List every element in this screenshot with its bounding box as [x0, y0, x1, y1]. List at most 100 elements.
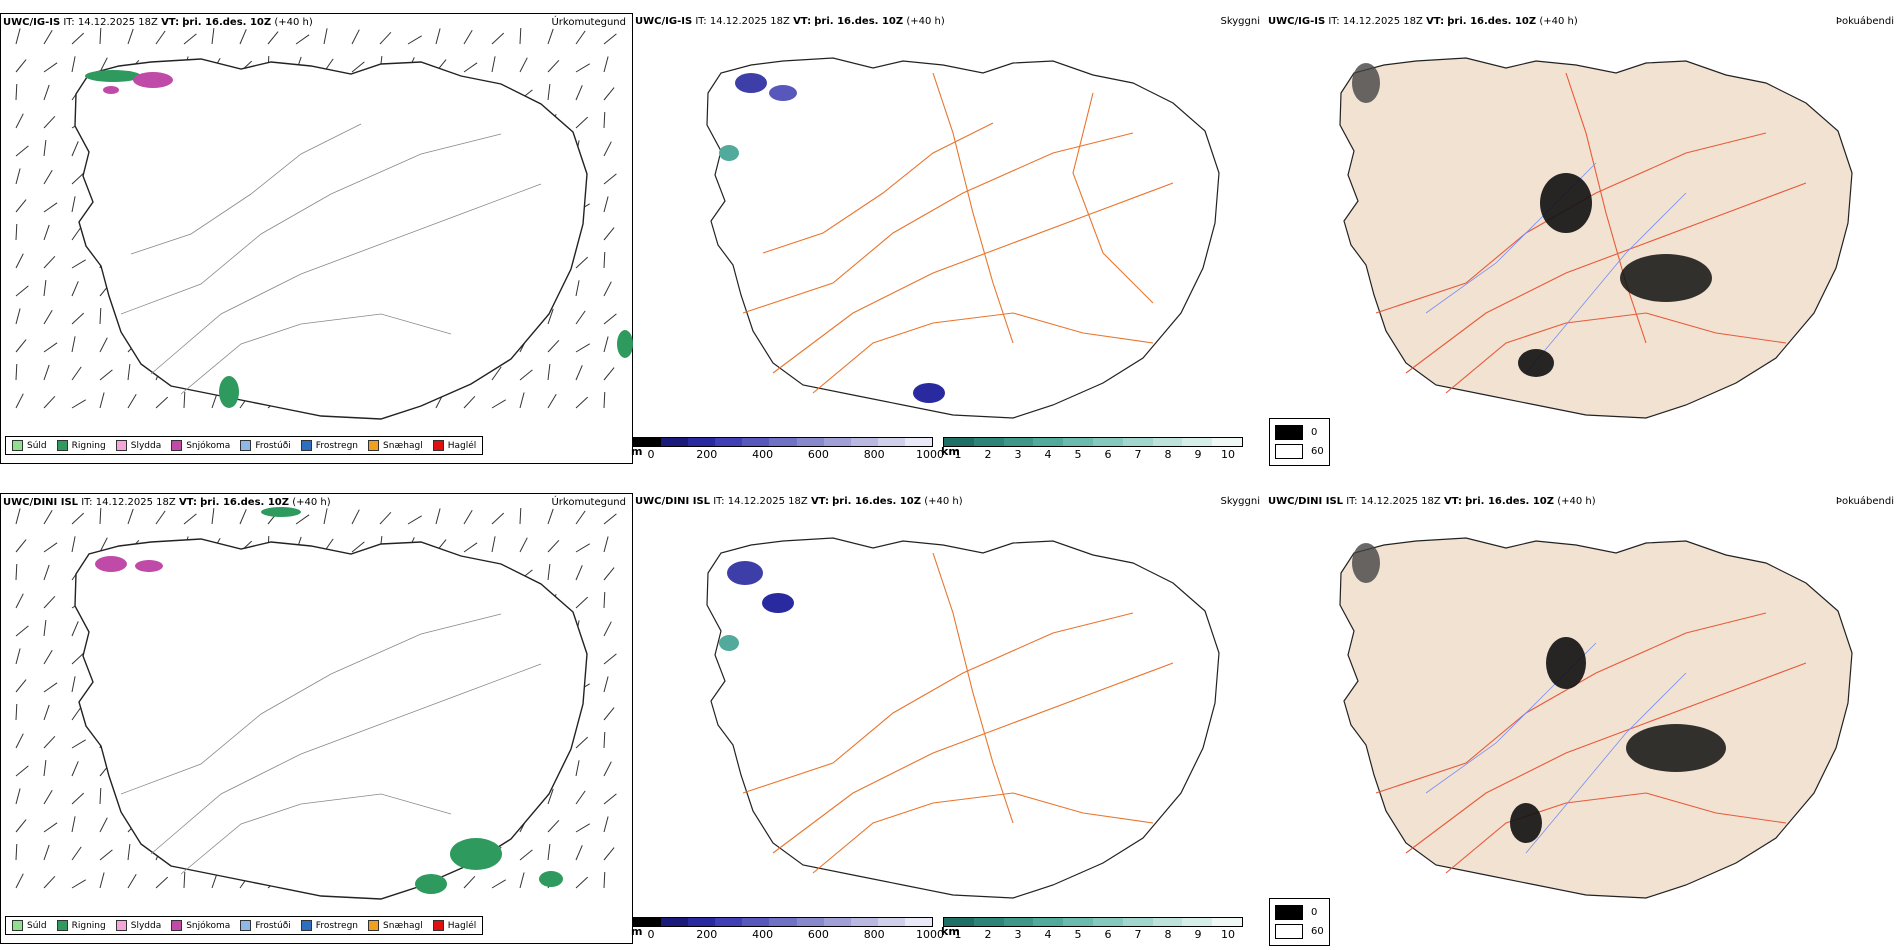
colorbar-tick: 8	[1164, 448, 1172, 461]
fog-legend-row: 0	[1275, 903, 1324, 922]
wind-barb	[603, 731, 606, 749]
wind-barb	[43, 790, 53, 805]
legend-item: Snæhagl	[368, 920, 423, 931]
panel-title: Úrkomutegund	[551, 497, 626, 508]
panel-title: Úrkomutegund	[551, 17, 626, 28]
wind-barb	[43, 650, 53, 665]
wind-barb	[547, 308, 554, 325]
wind-barb	[575, 565, 583, 581]
wind-barb	[15, 788, 21, 805]
legend-swatch	[240, 920, 252, 931]
legend-label: Haglél	[447, 440, 477, 451]
fog-legend-label: 0	[1311, 907, 1318, 918]
colorbar-cell	[1212, 438, 1242, 446]
wind-barb	[547, 59, 560, 73]
legend-swatch	[300, 920, 312, 931]
wind-barb	[239, 29, 247, 45]
wind-barb	[71, 879, 86, 889]
colorbar-tick: 7	[1134, 448, 1142, 461]
wind-barb	[491, 399, 506, 409]
wind-barb	[183, 33, 197, 45]
wind-barb	[15, 28, 21, 45]
wind-barb	[99, 817, 108, 833]
wind-barb	[575, 343, 590, 353]
wind-barb	[71, 141, 79, 157]
panel-header: UWC/IG-IS IT: 14.12.2025 18Z VT: þri. 16…	[3, 17, 313, 28]
wind-barb	[99, 392, 105, 409]
legend-label: Súld	[27, 920, 47, 931]
panel-header: UWC/DINI ISL IT: 14.12.2025 18Z VT: þri.…	[1268, 496, 1596, 507]
wind-barb	[519, 392, 525, 409]
fog-legend: 0 60	[1269, 418, 1330, 466]
wind-barb	[15, 145, 29, 157]
km-colorbar: 1 2 3 4 5 6 7 8 9 10 km	[941, 437, 1243, 461]
legend-swatch	[432, 440, 444, 451]
wind-barb	[603, 173, 617, 185]
colorbar-cell	[944, 438, 974, 446]
wind-barb	[603, 816, 609, 833]
legend-item: Frostregn	[300, 920, 358, 931]
wind-barb	[183, 391, 186, 409]
wind-barb	[43, 140, 47, 157]
wind-barb	[71, 312, 85, 325]
wind-barb	[603, 111, 606, 129]
wind-barb	[15, 563, 18, 581]
legend-label: Rigning	[71, 440, 106, 451]
wind-barb	[43, 760, 47, 777]
height-colorbar: 0 200 400 600 800 1000 m	[631, 437, 944, 461]
wind-barb	[43, 310, 53, 325]
wind-barb	[43, 62, 58, 73]
colorbar-tick: 10	[1221, 448, 1235, 461]
wind-barb	[15, 393, 24, 409]
wind-barb	[43, 364, 50, 381]
fog-legend-swatch	[1275, 905, 1303, 920]
legend-swatch	[300, 440, 312, 451]
wind-barb	[491, 56, 496, 73]
legend-swatch	[368, 920, 380, 931]
wind-barb	[43, 564, 50, 581]
wind-barb	[71, 259, 86, 269]
wind-barb	[15, 253, 24, 269]
colorbar-cell	[850, 918, 878, 926]
colorbar-tick: 4	[1044, 448, 1052, 461]
wind-barb	[71, 399, 86, 409]
wind-barb	[463, 510, 473, 525]
legend-item: Frostúði	[240, 920, 291, 931]
colorbar-tick: 8	[1164, 928, 1172, 941]
wind-barb	[15, 539, 27, 553]
colorbar-tick: 1	[954, 448, 962, 461]
wind-barb	[43, 170, 53, 185]
wind-barb	[603, 336, 609, 353]
panel-title: Þokuábendi	[1835, 496, 1894, 507]
visibility-panel-bottom: UWC/DINI ISL IT: 14.12.2025 18Z VT: þri.…	[631, 493, 1266, 944]
colorbar-tick: 800	[863, 448, 885, 461]
colorbar-cell	[973, 438, 1004, 446]
colorbar-tick: 6	[1104, 928, 1112, 941]
wind-barb	[379, 31, 392, 45]
precip-type-legend: Súld Rigning Slydda Snjókoma Frostúði Frostre…	[5, 436, 484, 455]
colorbar-cell	[1033, 438, 1064, 446]
colorbar-cell	[1122, 918, 1153, 926]
wind-barb	[15, 199, 27, 213]
wind-barb	[99, 507, 102, 525]
panel-title: Skyggni	[1220, 496, 1260, 507]
km-colorbar: 1 2 3 4 5 6 7 8 9 10 km	[941, 917, 1243, 941]
wind-barb	[575, 30, 586, 45]
colorbar-cell	[661, 918, 689, 926]
wind-barb	[127, 394, 137, 409]
wind-barb	[99, 369, 113, 381]
wind-barb	[379, 511, 392, 525]
wind-barb	[15, 508, 21, 525]
wind-barb	[603, 251, 606, 269]
wind-barb	[15, 703, 18, 721]
wind-barb	[575, 256, 589, 269]
colorbar-cell	[688, 438, 716, 446]
wind-barb	[603, 141, 612, 157]
legend-item: Rigning	[56, 440, 106, 451]
colorbar-cell	[1003, 918, 1034, 926]
wind-barb	[127, 28, 134, 45]
legend-label: Snæhagl	[383, 920, 423, 931]
wind-barb	[603, 793, 617, 805]
fog-panel-bottom: UWC/DINI ISL IT: 14.12.2025 18Z VT: þri.…	[1266, 493, 1900, 946]
wind-barb	[71, 792, 85, 805]
